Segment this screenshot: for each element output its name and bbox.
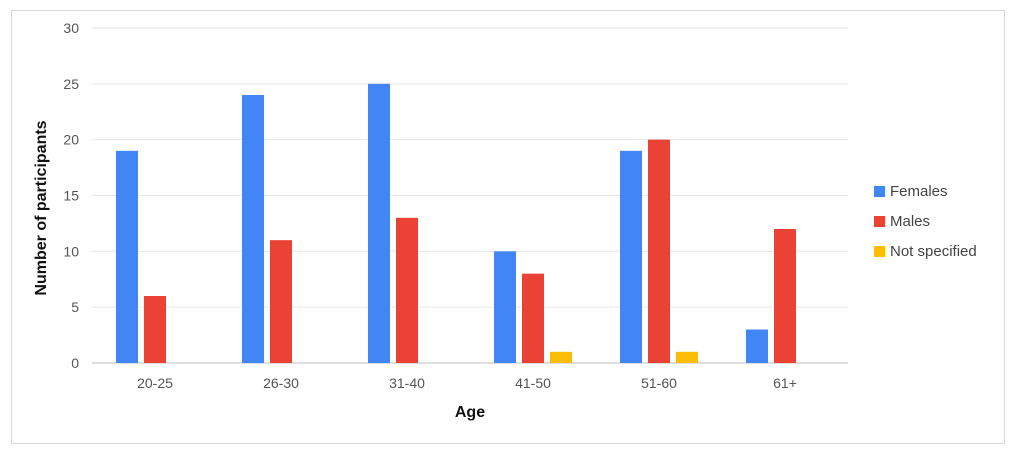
legend-swatch <box>874 186 885 197</box>
y-tick-label: 25 <box>63 76 79 92</box>
bar-males-20-25 <box>144 296 166 363</box>
gridlines <box>92 27 848 364</box>
bar-females-26-30 <box>242 95 264 363</box>
x-tick-labels: 20-25 26-30 31-40 41-50 51-60 61+ <box>137 375 797 391</box>
y-tick-label: 5 <box>71 299 79 315</box>
y-tick-label: 20 <box>63 132 79 148</box>
bar-males-26-30 <box>270 240 292 363</box>
x-tick-label: 41-50 <box>515 375 551 391</box>
bar-males-51-60 <box>648 139 670 363</box>
x-tick-label: 61+ <box>773 375 797 391</box>
y-tick-label: 30 <box>63 20 79 36</box>
y-tick-labels: 0 5 10 15 20 25 30 <box>63 20 79 371</box>
x-tick-label: 51-60 <box>641 375 677 391</box>
bar-males-41-50 <box>522 273 544 363</box>
y-tick-label: 15 <box>63 188 79 204</box>
bar-females-41-50 <box>494 251 516 363</box>
x-tick-label: 31-40 <box>389 375 425 391</box>
bar-not-specified-51-60 <box>676 351 698 363</box>
x-tick-label: 26-30 <box>263 375 299 391</box>
chart-frame <box>11 10 1005 444</box>
legend-swatch <box>874 246 885 257</box>
bar-females-61+ <box>746 329 768 363</box>
bar-males-31-40 <box>396 217 418 363</box>
legend-label: Females <box>890 183 948 200</box>
bar-females-20-25 <box>116 150 138 363</box>
bar-males-61+ <box>774 229 796 363</box>
legend-label: Males <box>890 213 930 230</box>
bar-not-specified-41-50 <box>550 351 572 363</box>
bars <box>116 83 796 363</box>
y-tick-label: 0 <box>71 355 79 371</box>
y-tick-label: 10 <box>63 243 79 259</box>
legend: Females Males Not specified <box>874 183 977 260</box>
legend-swatch <box>874 216 885 227</box>
bar-females-31-40 <box>368 83 390 363</box>
x-axis-title: Age <box>455 404 485 421</box>
y-axis-title: Number of participants <box>33 120 50 295</box>
x-tick-label: 20-25 <box>137 375 173 391</box>
bar-females-51-60 <box>620 150 642 363</box>
legend-label: Not specified <box>890 243 977 260</box>
